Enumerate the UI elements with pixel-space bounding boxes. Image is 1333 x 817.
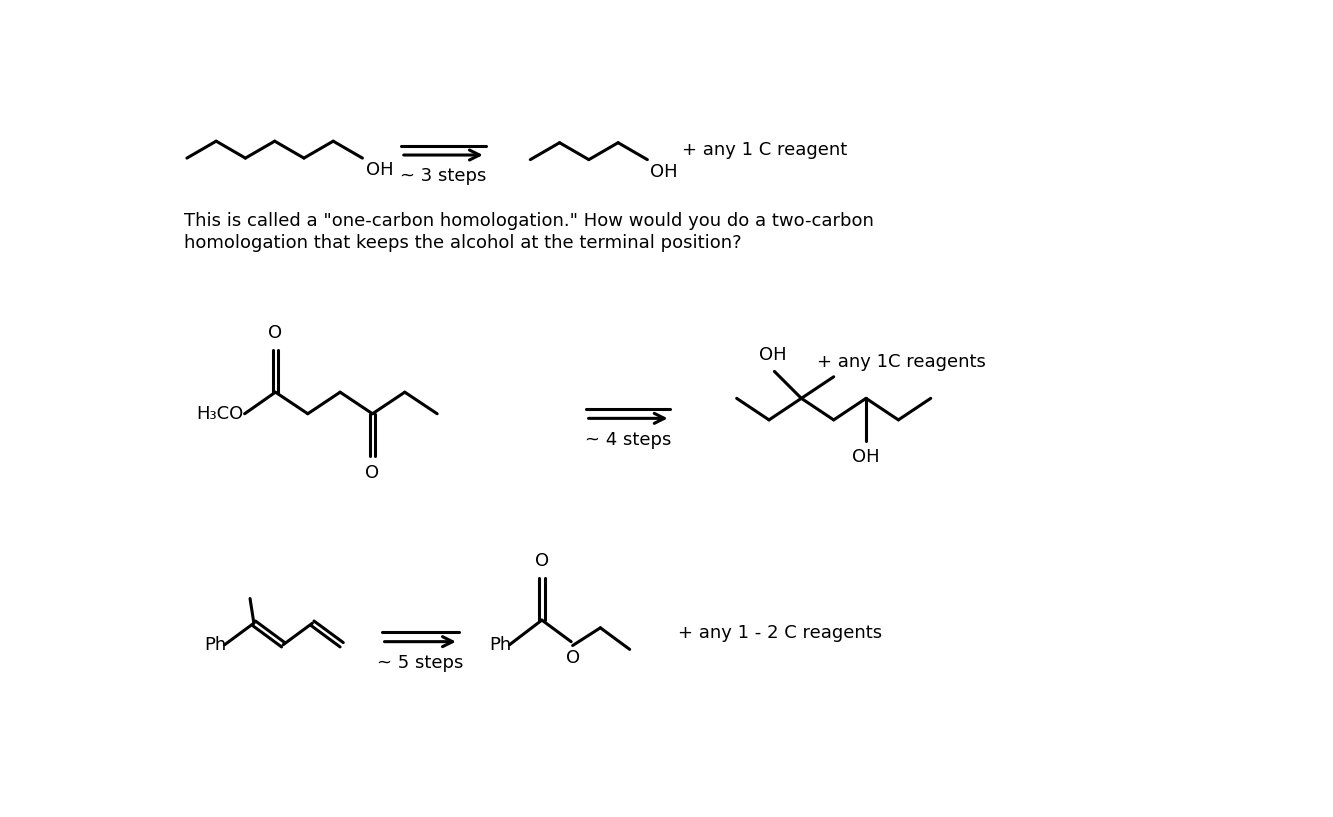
Text: + any 1C reagents: + any 1C reagents — [817, 353, 985, 371]
Text: ~ 3 steps: ~ 3 steps — [400, 167, 487, 185]
Text: ~ 4 steps: ~ 4 steps — [585, 431, 672, 449]
Text: Ph: Ph — [204, 636, 227, 654]
Text: + any 1 - 2 C reagents: + any 1 - 2 C reagents — [678, 624, 882, 642]
Text: OH: OH — [852, 449, 880, 467]
Text: OH: OH — [365, 161, 393, 179]
Text: OH: OH — [651, 163, 678, 181]
Text: O: O — [535, 552, 549, 570]
Text: This is called a "one-carbon homologation." How would you do a two-carbon: This is called a "one-carbon homologatio… — [184, 212, 873, 230]
Text: Ph: Ph — [489, 636, 512, 654]
Text: ~ 5 steps: ~ 5 steps — [377, 654, 464, 672]
Text: O: O — [365, 464, 380, 482]
Text: homologation that keeps the alcohol at the terminal position?: homologation that keeps the alcohol at t… — [184, 234, 741, 252]
Text: O: O — [268, 324, 283, 342]
Text: O: O — [565, 650, 580, 667]
Text: OH: OH — [758, 346, 786, 364]
Text: + any 1 C reagent: + any 1 C reagent — [682, 141, 848, 159]
Text: H₃CO: H₃CO — [196, 404, 243, 422]
